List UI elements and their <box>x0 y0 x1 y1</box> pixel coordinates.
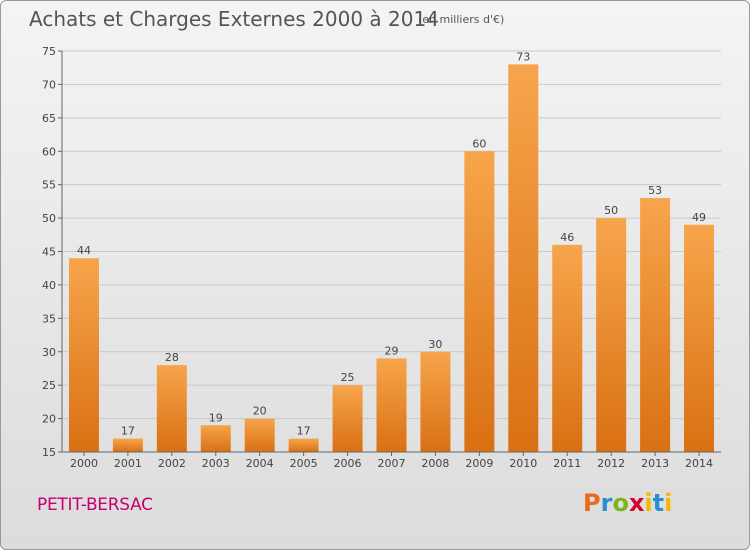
data-label: 17 <box>121 425 135 438</box>
data-label: 28 <box>165 351 179 364</box>
x-tick-label: 2010 <box>509 457 537 470</box>
data-label: 60 <box>472 137 486 150</box>
logo-letter: P <box>583 489 601 517</box>
bar <box>508 64 539 452</box>
data-label: 17 <box>297 425 311 438</box>
logo-letter: t <box>652 489 665 517</box>
bar <box>200 425 231 452</box>
bar <box>156 365 187 452</box>
x-tick-label: 2001 <box>114 457 142 470</box>
y-tick-label: 70 <box>42 78 56 91</box>
data-label: 20 <box>253 405 267 418</box>
data-label: 49 <box>692 211 706 224</box>
y-tick-label: 50 <box>42 212 56 225</box>
unit-label: (en milliers d'€) <box>418 13 505 26</box>
y-tick-label: 25 <box>42 379 56 392</box>
y-tick-label: 45 <box>42 246 56 259</box>
bar <box>332 385 363 452</box>
logo-letter: x <box>628 489 645 517</box>
bar <box>596 218 627 452</box>
x-tick-label: 2013 <box>641 457 669 470</box>
y-tick-label: 60 <box>42 145 56 158</box>
bar-layer <box>68 64 715 452</box>
logo-letter: o <box>612 489 629 517</box>
data-label: 19 <box>209 411 223 424</box>
x-tick-label: 2003 <box>202 457 230 470</box>
bar <box>464 151 495 452</box>
commune-name: PETIT-BERSAC <box>37 495 153 515</box>
x-tick-label: 2011 <box>553 457 581 470</box>
x-tick-label: 2014 <box>685 457 713 470</box>
bar <box>420 351 451 452</box>
y-tick-label: 35 <box>42 312 56 325</box>
bar <box>244 418 275 452</box>
x-tick-label: 2005 <box>290 457 318 470</box>
data-label: 30 <box>428 338 442 351</box>
data-label: 73 <box>516 50 530 63</box>
x-tick-label: 2000 <box>70 457 98 470</box>
data-label: 53 <box>648 184 662 197</box>
logo-letter: i <box>644 489 653 517</box>
bar <box>68 258 99 452</box>
x-tick-label: 2012 <box>597 457 625 470</box>
y-tick-label: 65 <box>42 112 56 125</box>
logo-letter: i <box>664 489 673 517</box>
y-tick-label: 30 <box>42 346 56 359</box>
x-tick-label: 2008 <box>421 457 449 470</box>
x-tick-label: 2006 <box>334 457 362 470</box>
data-label: 50 <box>604 204 618 217</box>
bar <box>376 358 407 452</box>
data-label: 46 <box>560 231 574 244</box>
y-tick-label: 20 <box>42 413 56 426</box>
bar <box>288 438 319 452</box>
y-tick-label: 40 <box>42 279 56 292</box>
logo-letter: r <box>600 489 613 517</box>
x-tick-label: 2009 <box>465 457 493 470</box>
x-tick-label: 2007 <box>378 457 406 470</box>
data-label: 29 <box>385 344 399 357</box>
bar <box>684 224 715 452</box>
bar <box>112 438 143 452</box>
chart-title: Achats et Charges Externes 2000 à 2014 <box>29 7 439 31</box>
y-tick-label: 75 <box>42 45 56 58</box>
data-label: 25 <box>341 371 355 384</box>
y-tick-label: 15 <box>42 446 56 459</box>
x-tick-label: 2004 <box>246 457 274 470</box>
data-label: 44 <box>77 244 91 257</box>
axis-layer: 15 20 25 30 35 40 45 50 55 60 65 70 75 44 2000 17 2001 28… <box>42 45 721 470</box>
bar <box>640 198 671 452</box>
x-tick-label: 2002 <box>158 457 186 470</box>
bar <box>552 244 583 452</box>
proxiti-logo: Proxiti <box>583 489 672 517</box>
y-tick-label: 55 <box>42 179 56 192</box>
